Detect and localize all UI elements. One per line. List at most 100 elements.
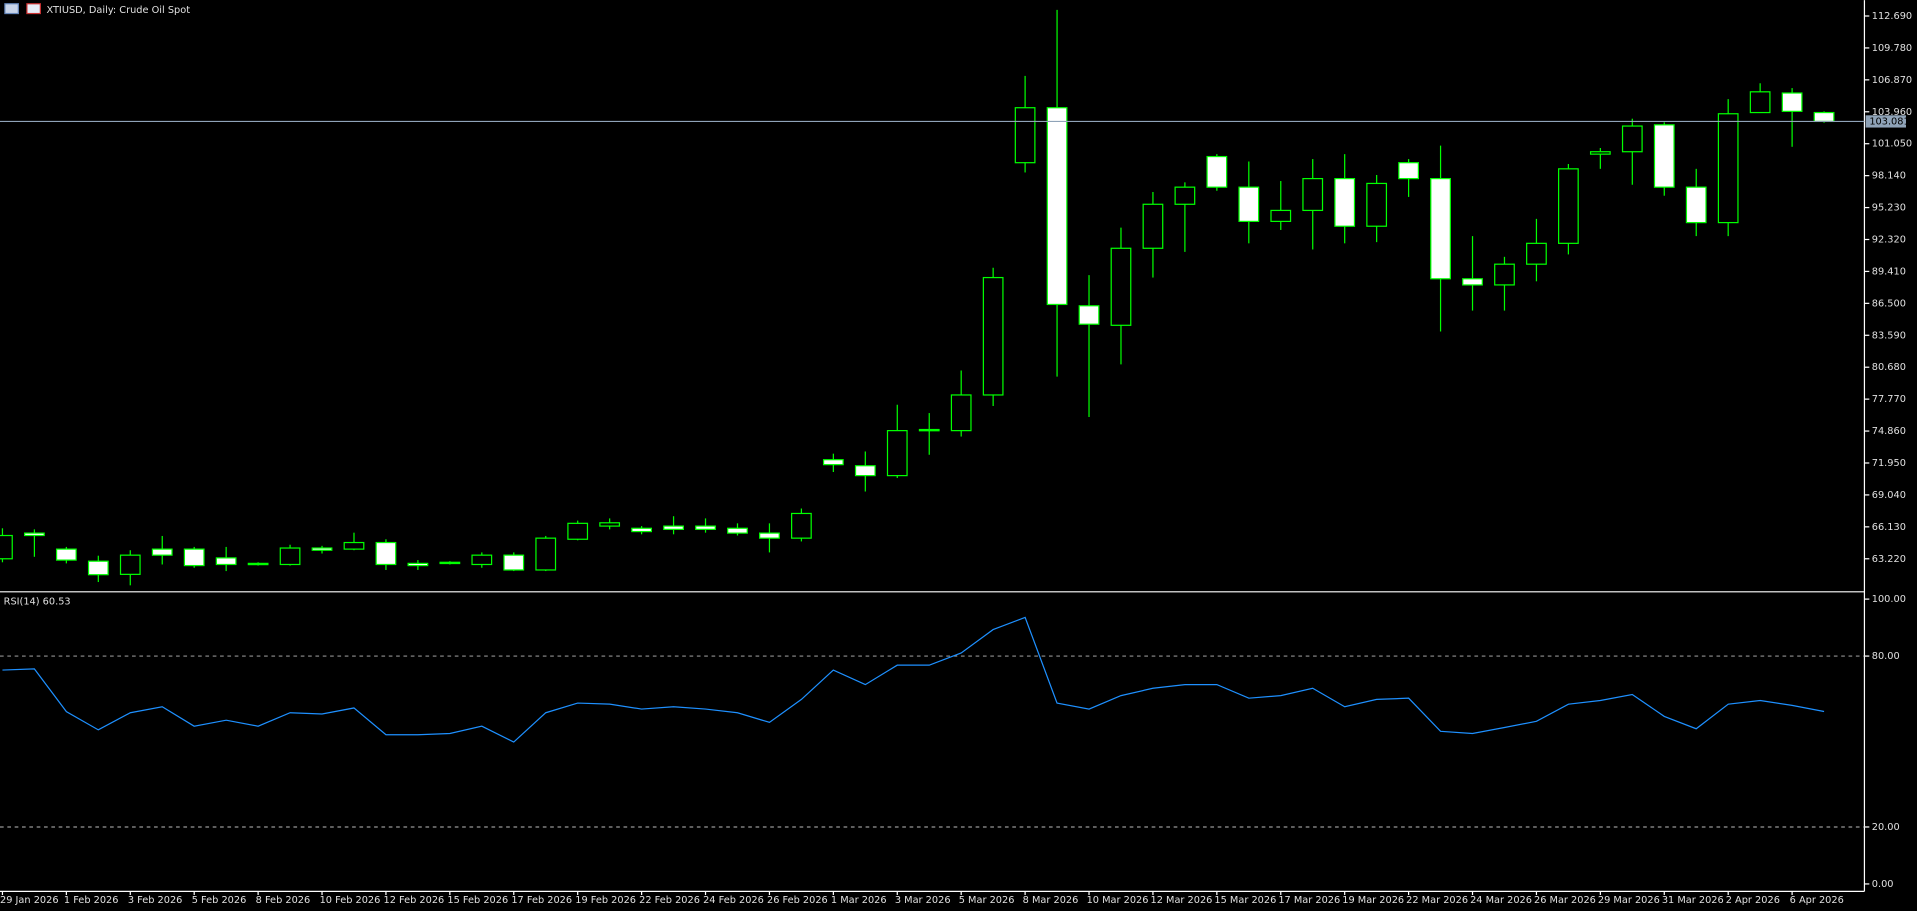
x-tick-label: 12 Mar 2026 [1150,895,1212,906]
x-tick-label: 19 Feb 2026 [575,895,636,906]
candle-body [183,548,205,567]
x-tick-label: 22 Mar 2026 [1406,895,1468,906]
candle-body [982,276,1004,396]
y-tick-label: 71.950 [1872,458,1906,469]
x-tick-label: 29 Jan 2026 [0,895,59,906]
x-tick-label: 19 Mar 2026 [1342,895,1404,906]
candle-body [599,522,621,527]
chart-icon[interactable] [26,3,41,15]
candle-body [1142,203,1164,249]
y-tick-label: 112.690 [1872,11,1912,22]
candle-body [1014,107,1036,164]
x-tick-label: 3 Mar 2026 [895,895,951,906]
candle-body [1813,111,1835,123]
y-tick-label: 100.00 [1872,594,1906,605]
candle-body [1366,182,1388,227]
candle-body [759,532,780,539]
y-tick-label: 89.410 [1872,266,1906,277]
x-tick-label: 17 Mar 2026 [1278,895,1340,906]
price-label: 103.081 [1869,116,1909,127]
x-tick-label: 29 Mar 2026 [1598,895,1660,906]
x-tick-label: 5 Feb 2026 [192,895,247,906]
y-tick-label: 0.00 [1872,879,1894,890]
candle-body [1174,186,1196,205]
candle-body [950,394,972,432]
y-tick-label: 80.00 [1872,651,1900,662]
candle-body [1558,168,1579,244]
candle-body [1270,209,1292,223]
candle-body [247,562,269,566]
y-tick-label: 66.130 [1872,522,1906,533]
candle-body [1206,155,1228,188]
x-tick-label: 8 Feb 2026 [256,895,311,906]
y-tick-label: 74.860 [1872,426,1906,437]
candle-body [631,527,653,533]
x-tick-label: 1 Feb 2026 [64,895,119,906]
candle-body [375,541,397,566]
menu-icon[interactable] [4,3,19,15]
candle-body [215,557,237,566]
candle-body [918,428,940,432]
x-tick-label: 8 Mar 2026 [1023,895,1079,906]
candle-body [55,548,77,561]
candle-body [791,512,812,539]
y-tick-label: 86.500 [1872,298,1906,309]
y-tick-label: 80.680 [1872,362,1906,373]
x-tick-label: 22 Feb 2026 [639,895,700,906]
candle-body [1462,278,1483,286]
y-tick-label: 63.220 [1872,554,1906,565]
candle-body [1621,125,1643,153]
x-tick-label: 10 Feb 2026 [320,895,381,906]
y-tick-label: 92.320 [1872,234,1906,245]
candle-body [1749,91,1771,114]
candle-body [279,547,301,566]
x-tick-label: 3 Feb 2026 [128,895,183,906]
x-tick-label: 24 Mar 2026 [1470,895,1532,906]
x-tick-label: 15 Feb 2026 [447,895,508,906]
candle-body [1078,305,1100,325]
chart-title: XTIUSD, Daily: Crude Oil Spot [46,5,190,16]
candle-body [1653,124,1675,188]
candle-body [1334,177,1356,227]
candle-body [0,534,13,560]
x-tick-label: 6 Apr 2026 [1790,895,1844,906]
x-tick-label: 26 Feb 2026 [767,895,828,906]
candle-body [695,525,716,530]
rsi-line [2,616,1825,743]
candle-body [471,554,493,566]
candle-body [407,562,429,567]
candle-body [1685,186,1707,224]
candle-body [663,525,684,530]
candle-body [503,554,525,571]
y-tick-label: 109.780 [1872,43,1912,54]
candle-body [1238,186,1260,223]
candle-body [151,548,173,556]
indicator-title: RSI(14) 60.53 [4,597,71,608]
candle-body [1046,107,1068,306]
candle-body [886,430,908,477]
x-tick-label: 1 Mar 2026 [831,895,887,906]
candle-body [1110,247,1132,326]
candle-body [1526,242,1547,265]
y-tick-label: 83.590 [1872,330,1906,341]
candle-body [87,560,109,576]
x-tick-label: 2 Apr 2026 [1726,895,1780,906]
candle-body [1494,263,1515,286]
x-tick-label: 31 Mar 2026 [1662,895,1724,906]
candle-body [1717,113,1739,224]
y-tick-label: 106.870 [1872,75,1912,86]
y-tick-label: 20.00 [1872,822,1900,833]
candle-body [854,465,876,477]
candle-body [1398,162,1419,180]
y-tick-label: 98.140 [1872,171,1906,182]
y-tick-label: 103.960 [1872,107,1912,118]
candle-body [1589,151,1611,155]
x-tick-label: 12 Feb 2026 [383,895,444,906]
candle-body [119,554,141,575]
candle-body [822,459,844,466]
candle-body [343,541,365,550]
y-tick-label: 95.230 [1872,203,1906,214]
x-tick-label: 15 Mar 2026 [1214,895,1276,906]
candle-body [727,527,748,534]
